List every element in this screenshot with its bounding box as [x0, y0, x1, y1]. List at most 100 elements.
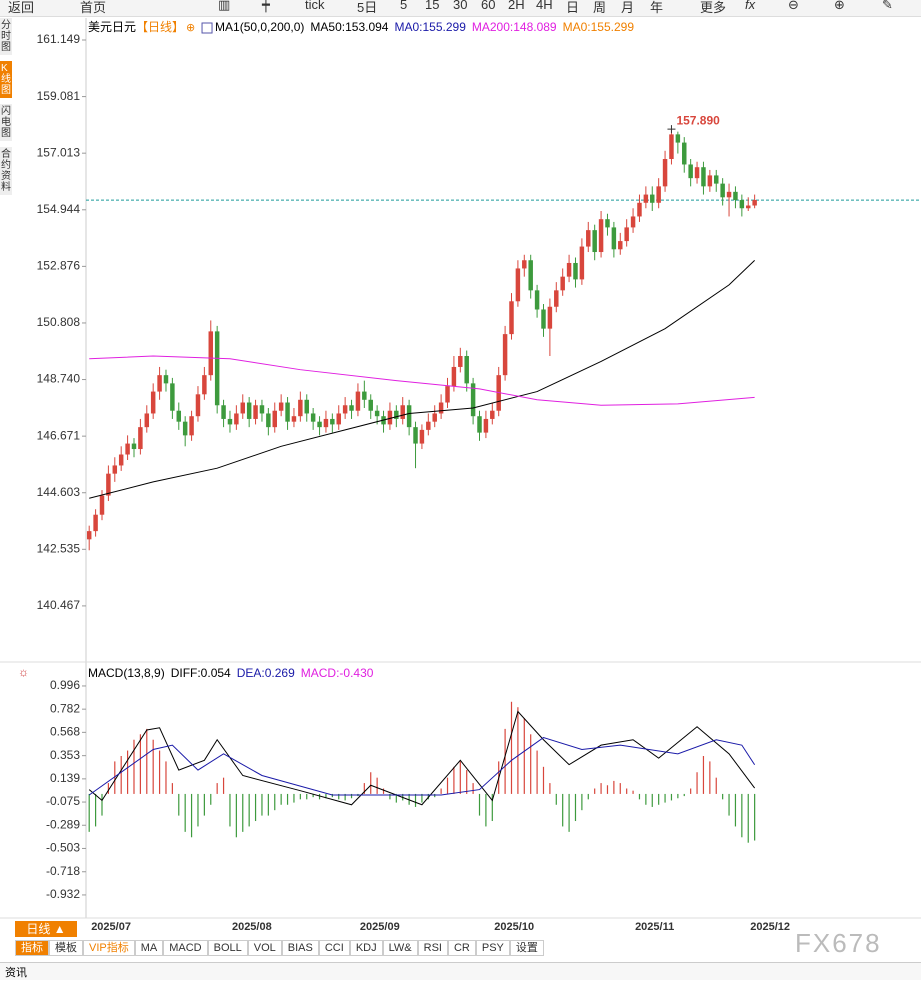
tab[interactable]: 设置 — [509, 940, 544, 956]
legend-item: DIFF:0.054 — [171, 666, 231, 680]
y-tick-label: 0.996 — [50, 678, 80, 692]
candle-body — [221, 405, 226, 419]
candle-body — [214, 331, 220, 406]
candle-body — [579, 246, 585, 280]
icon[interactable]: ⊕ — [834, 0, 845, 12]
btn[interactable]: tick — [305, 0, 325, 12]
y-tick-label: -0.718 — [46, 864, 80, 878]
btn[interactable]: 4H — [536, 0, 553, 12]
y-tick-label: 152.876 — [37, 259, 81, 273]
home[interactable]: 首页 — [80, 0, 107, 15]
candle-body — [125, 443, 130, 455]
candle-body — [534, 290, 540, 310]
btn[interactable]: 15 — [425, 0, 440, 12]
y-tick-label: 157.013 — [37, 145, 81, 159]
icon[interactable]: fx — [745, 0, 756, 12]
candle-body — [560, 276, 565, 291]
back[interactable]: 返回 — [8, 0, 35, 15]
tab[interactable]: 闪电图 — [0, 104, 12, 141]
btn[interactable]: 年 — [650, 0, 664, 15]
candle-body — [387, 410, 393, 425]
candle-body — [285, 402, 290, 422]
y-tick-label: -0.932 — [46, 887, 80, 901]
y-tick-label: 0.782 — [50, 701, 80, 715]
candle-body — [624, 227, 629, 242]
btn[interactable]: 周 — [593, 0, 607, 15]
y-tick-label: 142.535 — [37, 541, 81, 555]
btn[interactable]: 日 — [566, 0, 580, 15]
icon[interactable]: ┿ — [262, 0, 270, 12]
tabs: 指标 模板 VIP指标 MA MACD BOLL VOL BIAS CCI KDJ LW& RSI CR… — [15, 940, 544, 956]
tab[interactable]: RSI — [417, 940, 448, 956]
candle-body — [586, 230, 591, 247]
btn[interactable]: 5日 — [357, 0, 378, 15]
tab[interactable]: BIAS — [281, 940, 319, 956]
candle-body — [458, 356, 463, 367]
candle-body — [253, 405, 258, 419]
tab[interactable]: K线图 — [0, 61, 12, 98]
line — [88, 710, 756, 806]
tab[interactable]: 分时图 — [0, 18, 12, 55]
tab[interactable]: 指标 — [15, 940, 49, 956]
tab[interactable]: VIP指标 — [83, 940, 135, 956]
y-tick-label: 161.149 — [37, 32, 81, 46]
tab[interactable]: KDJ — [349, 940, 383, 956]
tab[interactable]: PSY — [475, 940, 510, 956]
x-tick-label: 2025/09 — [360, 921, 400, 933]
candle-body — [662, 158, 668, 187]
x-tick-label: 2025/10 — [494, 921, 534, 933]
legend-item: DEA:0.269 — [237, 666, 295, 680]
candle-body — [138, 427, 143, 450]
candle-body — [592, 230, 597, 253]
icon[interactable]: ✎ — [882, 0, 893, 12]
tab[interactable]: MA — [134, 940, 164, 956]
candle-body — [445, 386, 450, 403]
candle-body — [426, 421, 431, 430]
candle-body — [522, 260, 527, 269]
y-tick-label: 0.568 — [50, 725, 80, 739]
candle-body — [419, 429, 425, 444]
y-tick-label: -0.075 — [46, 794, 80, 808]
icon[interactable]: ⊖ — [788, 0, 799, 12]
icon[interactable]: ▥ — [218, 0, 231, 12]
btn[interactable]: 30 — [453, 0, 468, 12]
candle-body — [432, 413, 437, 422]
btn[interactable]: 2H — [508, 0, 525, 12]
tab[interactable]: VOL — [247, 940, 282, 956]
candle-body — [541, 309, 546, 329]
y-tick-label: -0.289 — [46, 817, 80, 831]
x-tick-label: 2025/12 — [750, 921, 790, 933]
y-tick-label: 154.944 — [37, 202, 81, 216]
candle-body — [86, 531, 92, 540]
tab[interactable]: CCI — [318, 940, 350, 956]
tab[interactable]: CR — [447, 940, 476, 956]
candle-body — [227, 418, 233, 425]
candle-body — [637, 202, 642, 217]
y-tick-label: -0.503 — [46, 841, 80, 855]
btn[interactable]: 月 — [621, 0, 635, 15]
candle-body — [208, 331, 214, 376]
tab[interactable]: MACD — [163, 940, 208, 956]
candle-body — [93, 514, 98, 532]
candle-body — [464, 356, 469, 384]
candle-body — [330, 418, 335, 425]
btn[interactable]: 更多 — [700, 0, 727, 15]
tab[interactable]: LW& — [382, 940, 418, 956]
legend-item: MA0:155.299 — [394, 20, 466, 34]
tab[interactable]: 合约资料 — [0, 147, 12, 195]
y-tick-label: 146.671 — [37, 428, 81, 442]
candle-body — [656, 186, 661, 203]
candle-body — [714, 175, 719, 184]
peak-marker — [667, 125, 676, 134]
btn[interactable]: 5 — [400, 0, 408, 12]
footer-tab[interactable]: 资讯 — [5, 967, 27, 979]
candle-body — [739, 200, 745, 209]
legend-item: MA0:155.299 — [563, 20, 635, 34]
candle-body — [381, 416, 386, 425]
period-button[interactable]: 日线 ▲ — [15, 921, 77, 937]
candle-body — [547, 306, 553, 329]
candle-body — [598, 219, 604, 253]
tab[interactable]: 模板 — [49, 940, 83, 956]
btn[interactable]: 60 — [481, 0, 496, 12]
tab[interactable]: BOLL — [207, 940, 248, 956]
